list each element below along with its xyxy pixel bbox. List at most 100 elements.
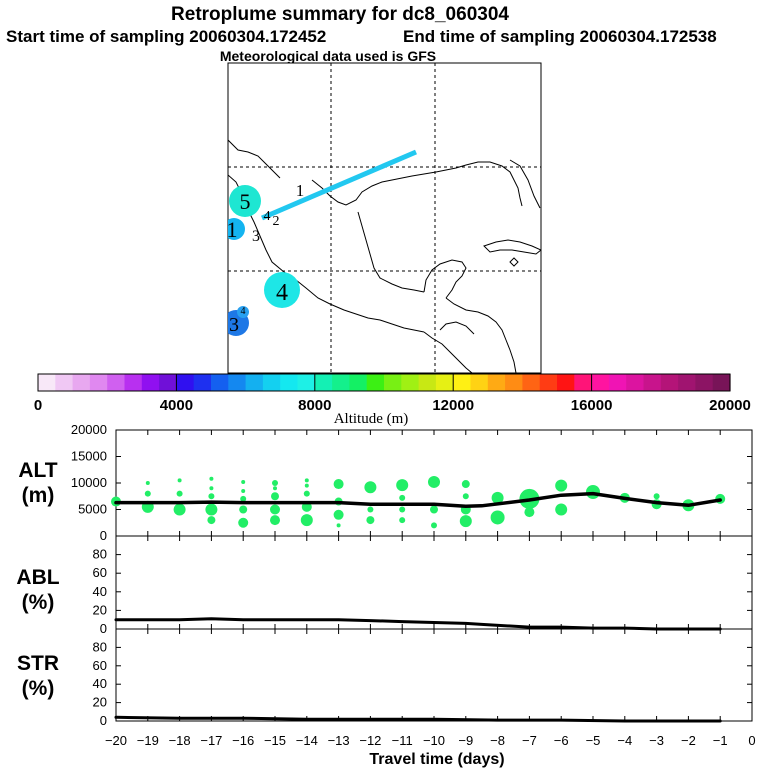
alt-scatter-point bbox=[431, 522, 437, 529]
colorbar-swatch bbox=[401, 374, 420, 391]
x-tick-label: −4 bbox=[617, 733, 632, 748]
plume-label: 5 bbox=[240, 189, 251, 214]
plume-markers: 5 1 4 3 4 1 4 2 3 bbox=[227, 181, 305, 336]
colorbar-tick-label: 8000 bbox=[298, 397, 331, 414]
x-tick-label: −1 bbox=[713, 733, 728, 748]
panel-frame bbox=[115, 628, 753, 722]
x-tick-label: −19 bbox=[137, 733, 159, 748]
alt-scatter-point bbox=[238, 517, 249, 528]
x-tick-label: −3 bbox=[649, 733, 664, 748]
colorbar-swatch bbox=[712, 374, 731, 391]
alt-scatter-point bbox=[366, 516, 375, 525]
colorbar-swatch bbox=[660, 374, 679, 391]
alt-scatter-point bbox=[336, 523, 341, 528]
colorbar-swatch bbox=[435, 374, 454, 391]
colorbar-swatch bbox=[608, 374, 627, 391]
colorbar-tick-label: 12000 bbox=[432, 397, 474, 414]
y-tick-label: 0 bbox=[100, 713, 107, 728]
y-tick-label: 80 bbox=[93, 547, 107, 562]
colorbar-swatch bbox=[453, 374, 472, 391]
alt-scatter-point bbox=[304, 483, 309, 488]
alt-scatter-point bbox=[176, 490, 183, 497]
colorbar-swatch bbox=[55, 374, 74, 391]
trajectory-label: 1 bbox=[296, 181, 305, 200]
colorbar-swatch bbox=[643, 374, 662, 391]
y-tick-label: 60 bbox=[93, 565, 107, 580]
y-tick-label: 80 bbox=[93, 639, 107, 654]
x-tick-label: −10 bbox=[423, 733, 445, 748]
colorbar-swatch bbox=[349, 374, 368, 391]
alt-scatter-point bbox=[144, 490, 151, 497]
colorbar-swatch bbox=[159, 374, 177, 391]
start-time-label: Start time of sampling 20060304.172452 bbox=[6, 27, 326, 46]
y-tick-label: 0 bbox=[100, 621, 107, 636]
alt-scatter-point bbox=[461, 480, 470, 489]
plume-circle bbox=[237, 306, 249, 318]
alt-scatter-point bbox=[430, 505, 438, 514]
colorbar-swatch bbox=[470, 374, 489, 391]
panel-ylabel: ALT bbox=[18, 459, 57, 482]
plume-label: 4 bbox=[241, 306, 246, 317]
alt-scatter-point bbox=[428, 475, 440, 488]
colorbar-swatch bbox=[332, 374, 350, 391]
colorbar-swatch bbox=[557, 374, 575, 391]
alt-scatter-point bbox=[459, 515, 472, 528]
colorbar-swatch bbox=[141, 374, 160, 391]
plume-circle bbox=[228, 218, 245, 240]
colorbar-swatch bbox=[626, 374, 645, 391]
colorbar-swatch bbox=[487, 374, 506, 391]
x-tick-label: −13 bbox=[328, 733, 350, 748]
trajectory-line bbox=[261, 149, 417, 221]
panel-alt: ALT(m) 0 5000 10000 15000 20000 bbox=[18, 422, 753, 543]
y-tick-label: 5000 bbox=[78, 502, 107, 517]
y-tick-label: 60 bbox=[93, 658, 107, 673]
y-tick-label: 0 bbox=[100, 528, 107, 543]
colorbar-label: Altitude (m) bbox=[334, 411, 409, 427]
alt-scatter-point bbox=[333, 479, 344, 490]
alt-scatter-point bbox=[177, 478, 182, 483]
alt-scatter-point bbox=[399, 494, 406, 501]
colorbar-swatch bbox=[297, 374, 316, 391]
panel-ylabel: ABL bbox=[16, 566, 59, 589]
travel-time-axis: Travel time (days) −20 −19 −18 −17 −16 −15 −14… bbox=[105, 733, 756, 768]
x-tick-label: −17 bbox=[200, 733, 222, 748]
alt-scatter-point bbox=[272, 480, 278, 486]
series-line-abl bbox=[114, 617, 722, 631]
series-line-alt bbox=[114, 491, 722, 509]
alt-scatter-point bbox=[396, 479, 409, 492]
colorbar-swatch bbox=[107, 374, 126, 391]
colorbar-swatch bbox=[245, 374, 264, 391]
plume-circle bbox=[264, 272, 300, 308]
colorbar-swatch bbox=[384, 374, 402, 391]
colorbar-swatch bbox=[280, 374, 299, 391]
x-tick-label: −5 bbox=[586, 733, 601, 748]
plume-label: 1 bbox=[227, 217, 238, 242]
alt-scatter-point bbox=[208, 493, 215, 500]
alt-scatter-point bbox=[239, 505, 248, 514]
y-tick-label: 20 bbox=[93, 602, 107, 617]
colorbar-swatch bbox=[591, 374, 610, 391]
alt-scatter-point bbox=[303, 490, 310, 497]
figure-title: Retroplume summary for dc8_060304 bbox=[171, 4, 509, 25]
panel-ylabel-unit: (%) bbox=[22, 677, 55, 700]
alt-scatter-point bbox=[491, 491, 504, 504]
y-tick-label: 20000 bbox=[71, 422, 107, 437]
colorbar-swatch bbox=[262, 374, 281, 391]
colorbar-swatch bbox=[211, 374, 229, 391]
alt-scatter-point bbox=[399, 517, 406, 524]
colorbar-swatch bbox=[505, 374, 523, 391]
x-tick-label: −15 bbox=[264, 733, 286, 748]
plume-label: 3 bbox=[229, 314, 239, 336]
alt-scatter-point bbox=[300, 514, 313, 527]
alt-scatter-point bbox=[209, 486, 214, 491]
colorbar-tick-label: 16000 bbox=[571, 397, 613, 414]
colorbar-swatch bbox=[314, 374, 333, 391]
y-tick-label: 40 bbox=[93, 584, 107, 599]
alt-scatter-point bbox=[273, 486, 277, 491]
panel-frame bbox=[115, 535, 753, 630]
colorbar-swatch bbox=[539, 374, 558, 391]
colorbar-swatch bbox=[72, 374, 91, 391]
colorbar-swatch bbox=[124, 374, 143, 391]
colorbar-swatch bbox=[695, 374, 714, 391]
